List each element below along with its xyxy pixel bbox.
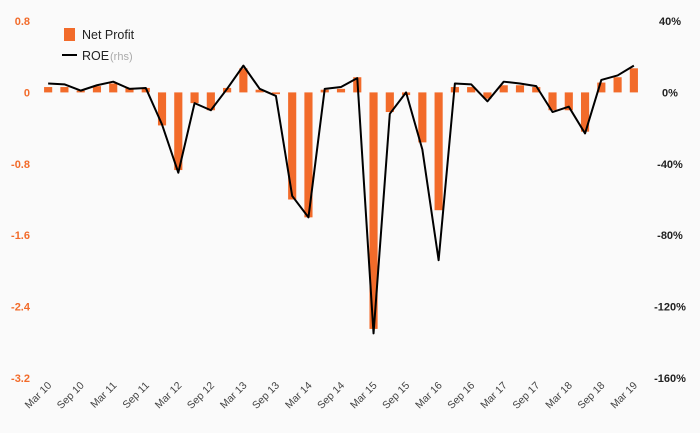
net-profit-bar	[255, 89, 264, 93]
x-axis-tick-label: Mar 18	[543, 380, 575, 412]
net-profit-bar	[515, 85, 525, 93]
x-axis-tick-label: Mar 16	[413, 380, 445, 412]
net-profit-bar	[467, 87, 476, 93]
net-profit-bar	[304, 92, 313, 218]
net-profit-bar	[629, 68, 638, 93]
left-axis-tick-label: 0.8	[15, 16, 30, 28]
net-profit-bar	[271, 92, 280, 95]
net-profit-bar	[109, 83, 118, 93]
roe-line	[48, 64, 635, 335]
x-axis-tick-label: Sep 11	[120, 380, 152, 412]
bars-group	[44, 68, 638, 329]
net-profit-bar	[597, 82, 606, 93]
right-axis-tick-label: 40%	[659, 16, 681, 28]
right-axis: 40% 0% -40% -80% -120% -160%	[654, 16, 686, 385]
legend-label-roe: ROE	[82, 49, 109, 63]
net-profit-bar	[564, 92, 573, 111]
net-profit-bar	[190, 92, 199, 104]
x-axis: Mar 10 Sep 10 Mar 11 Sep 11 Mar 12 Sep 12 Mar …	[23, 380, 640, 412]
x-axis-tick-label: Sep 15	[380, 380, 412, 412]
net-profit-bar	[92, 86, 102, 93]
net-profit-bar	[239, 68, 248, 93]
left-axis-tick-label: 0	[24, 87, 30, 99]
net-profit-bar	[532, 87, 541, 93]
net-profit-bar	[336, 88, 346, 93]
x-axis-tick-label: Sep 10	[55, 380, 87, 412]
left-axis-tick-label: -0.8	[11, 159, 30, 171]
net-profit-bar	[125, 87, 134, 93]
net-profit-bar	[483, 92, 492, 99]
x-axis-tick-label: Mar 13	[218, 380, 250, 412]
x-axis-tick-label: Sep 18	[575, 380, 607, 412]
x-axis-tick-label: Sep 17	[510, 380, 542, 412]
x-axis-tick-label: Mar 19	[608, 380, 640, 412]
x-axis-tick-label: Mar 14	[283, 380, 315, 412]
net-profit-bar	[60, 87, 69, 93]
legend-label-net-profit: Net Profit	[82, 28, 135, 42]
net-profit-bar	[385, 92, 394, 113]
net-profit-bar	[434, 92, 443, 211]
net-profit-bar	[499, 85, 508, 93]
x-axis-tick-label: Sep 13	[250, 380, 282, 412]
right-axis-tick-label: -120%	[654, 302, 686, 314]
legend: Net Profit ROE (rhs)	[62, 28, 135, 63]
net-profit-bar	[157, 92, 167, 126]
x-axis-tick-label: Mar 15	[348, 380, 380, 412]
right-axis-tick-label: 0%	[662, 87, 678, 99]
right-axis-tick-label: -160%	[654, 373, 686, 385]
roe-line-group	[48, 64, 635, 335]
x-axis-tick-label: Mar 17	[478, 380, 510, 412]
x-axis-tick-label: Mar 12	[153, 380, 185, 412]
net-profit-bar	[418, 92, 427, 143]
right-axis-tick-label: -40%	[657, 159, 683, 171]
x-axis-tick-label: Mar 11	[88, 380, 119, 411]
net-profit-bar	[613, 77, 622, 93]
x-axis-tick-label: Sep 14	[315, 380, 347, 412]
net-profit-bar	[174, 92, 183, 171]
net-profit-bar	[548, 92, 557, 111]
net-profit-bar	[206, 92, 215, 111]
right-axis-tick-label: -80%	[657, 230, 683, 242]
legend-swatch-net-profit	[64, 28, 75, 41]
left-axis-tick-label: -1.6	[11, 230, 30, 242]
left-axis: 0.8 0 -0.8 -1.6 -2.4 -3.2	[11, 16, 31, 385]
x-axis-tick-label: Sep 16	[445, 380, 477, 412]
net-profit-bar	[288, 92, 297, 200]
left-axis-tick-label: -2.4	[11, 302, 31, 314]
x-axis-tick-label: Sep 12	[185, 380, 217, 412]
net-profit-bar	[580, 92, 590, 132]
net-profit-bar	[44, 87, 53, 93]
net-profit-bar	[369, 92, 378, 329]
left-axis-tick-label: -3.2	[11, 373, 30, 385]
legend-label-roe-suffix: (rhs)	[110, 51, 133, 63]
